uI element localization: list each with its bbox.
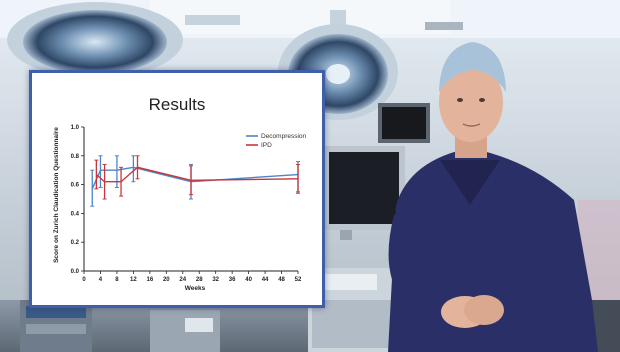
x-tick-label: 8	[115, 277, 119, 283]
x-tick-label: 16	[147, 277, 154, 283]
equipment-cart-icon	[20, 300, 92, 352]
monitor-icon	[323, 146, 405, 240]
presentation-slide: Results 0.0 0.2 0.4 0.6 0.8 1.0 0 4 8 12 16 20 24 28 3…	[29, 70, 325, 308]
x-tick-label: 20	[163, 277, 170, 283]
x-tick-label: 28	[196, 277, 203, 283]
chart-axes: 0.00.20.40.60.81.00 4 8 12 16 20 24 28 32 36 40 44 4…	[71, 125, 302, 283]
series-line	[91, 166, 299, 190]
x-tick-label: 12	[130, 277, 137, 283]
surgeon-figure	[388, 42, 598, 352]
y-tick-label: 0.8	[71, 154, 80, 160]
legend-entry: IPD	[261, 142, 272, 149]
x-tick-label: 44	[262, 277, 269, 283]
y-tick-label: 1.0	[71, 125, 80, 131]
results-chart: 0.00.20.40.60.81.00 4 8 12 16 20 24 28 32 36 40 44 4…	[53, 125, 307, 292]
y-tick-label: 0.0	[71, 269, 80, 275]
x-tick-label: 4	[99, 277, 103, 283]
monitor-icon	[378, 103, 430, 143]
slide-title: Results	[148, 95, 206, 114]
series-line	[95, 166, 299, 183]
surgical-lamp-icon	[7, 2, 240, 78]
y-tick-label: 0.6	[71, 183, 80, 189]
y-tick-label: 0.4	[71, 211, 80, 217]
equipment-cart-icon	[150, 310, 220, 352]
x-tick-label: 40	[245, 277, 252, 283]
x-tick-label: 32	[212, 277, 219, 283]
legend-entry: Decompression	[261, 133, 307, 140]
y-axis-label: Score on Zurich Claudication Questionnai…	[53, 127, 60, 263]
y-tick-label: 0.2	[71, 240, 80, 246]
x-tick-label: 52	[295, 277, 302, 283]
chart-legend: Decompression IPD	[246, 133, 307, 149]
x-tick-label: 36	[229, 277, 236, 283]
x-tick-label: 48	[278, 277, 285, 283]
x-tick-label: 0	[82, 277, 86, 283]
x-tick-label: 24	[179, 277, 186, 283]
x-axis-label: Weeks	[185, 285, 206, 292]
chart-series-layer	[90, 155, 300, 207]
